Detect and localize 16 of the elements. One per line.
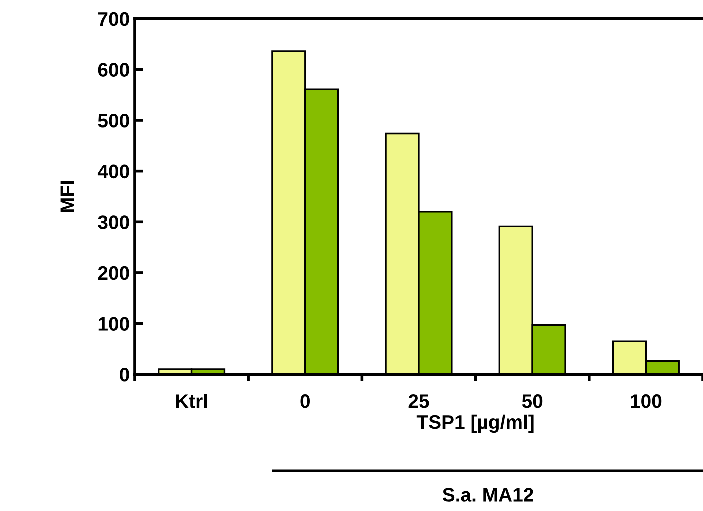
y-tick-label: 500: [98, 114, 130, 128]
x-tick-label: 25: [408, 394, 430, 408]
x-tick-label: 100: [631, 394, 662, 408]
text: S.a. MA12: [442, 488, 534, 502]
y-tick-label: 400: [98, 164, 130, 179]
x-tick-label: 0: [300, 394, 310, 408]
y-tick-label: 0: [120, 368, 130, 382]
y-axis-title: MFI: [60, 181, 74, 212]
x-tick-label: 50: [522, 394, 543, 408]
y-tick-label: 200: [98, 266, 130, 280]
x-axis-title: TSP1 [µg/ml]: [416, 414, 534, 434]
y-tick-label: 600: [98, 63, 130, 77]
y-tick-label: 700: [98, 12, 130, 26]
y-tick-label: 300: [98, 216, 130, 230]
y-tick-label: 100: [98, 317, 130, 331]
x-tick-label: Ktrl: [176, 394, 208, 408]
